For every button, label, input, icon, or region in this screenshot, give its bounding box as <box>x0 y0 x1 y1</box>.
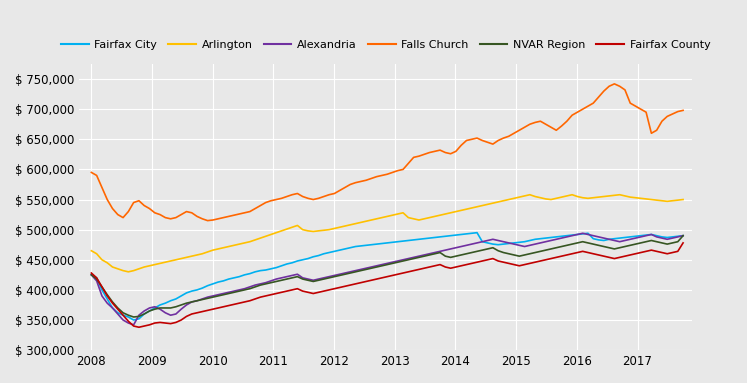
Legend: Fairfax City, Arlington, Alexandria, Falls Church, NVAR Region, Fairfax County: Fairfax City, Arlington, Alexandria, Fal… <box>57 35 715 54</box>
